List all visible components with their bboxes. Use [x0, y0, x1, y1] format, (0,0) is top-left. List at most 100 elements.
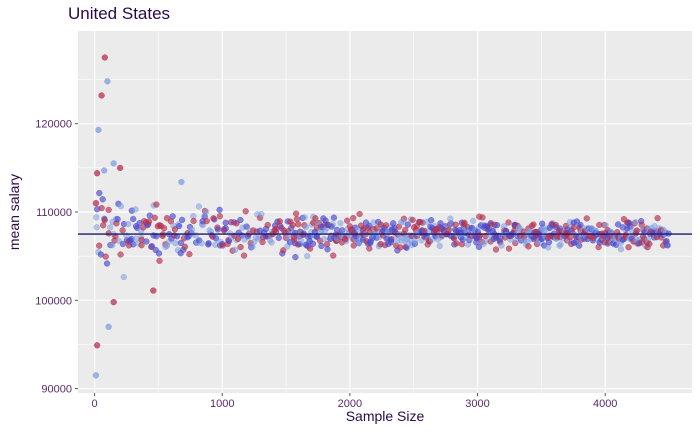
- data-point: [318, 242, 325, 250]
- data-point: [264, 221, 271, 229]
- data-point: [169, 213, 176, 220]
- data-point: [452, 221, 459, 228]
- data-point: [216, 213, 224, 220]
- major-grid: [78, 31, 692, 393]
- data-point: [107, 224, 114, 231]
- data-point: [195, 203, 203, 210]
- y-tick-label: 90000: [41, 384, 72, 396]
- data-point: [96, 242, 103, 249]
- data-point: [302, 224, 310, 231]
- x-tick-label: 1000: [210, 398, 234, 410]
- data-point: [428, 217, 435, 224]
- data-point: [178, 178, 185, 186]
- data-point: [203, 217, 210, 225]
- data-point: [258, 210, 265, 218]
- data-point: [95, 126, 102, 134]
- data-point: [93, 342, 101, 349]
- data-point: [330, 252, 337, 259]
- data-point: [493, 221, 501, 229]
- data-point: [330, 214, 338, 221]
- data-point: [96, 189, 103, 197]
- data-point: [397, 244, 404, 251]
- data-point: [101, 217, 108, 224]
- data-point: [292, 253, 299, 261]
- data-point: [92, 200, 100, 207]
- data-point: [530, 221, 537, 228]
- data-point: [110, 298, 117, 306]
- data-point: [280, 247, 287, 254]
- data-point: [99, 196, 106, 203]
- data-point: [295, 221, 302, 228]
- data-point: [178, 216, 186, 224]
- data-point: [98, 92, 105, 99]
- data-point: [210, 215, 217, 222]
- data-point: [453, 240, 460, 247]
- data-point: [117, 203, 125, 210]
- data-point: [552, 221, 559, 229]
- data-point: [275, 234, 282, 242]
- data-point: [190, 217, 197, 225]
- data-point: [242, 208, 249, 215]
- data-point: [172, 240, 179, 247]
- x-tick-label: 2000: [338, 398, 362, 410]
- y-axis: 90000 100000 110000 120000: [35, 119, 78, 396]
- data-point: [181, 243, 189, 250]
- data-point: [212, 235, 220, 242]
- x-tick-label: 0: [92, 398, 98, 410]
- data-point: [366, 222, 373, 229]
- data-point: [93, 214, 100, 221]
- data-point: [304, 252, 311, 260]
- data-point: [222, 219, 229, 226]
- data-point: [214, 226, 222, 233]
- data-point: [301, 214, 308, 221]
- data-point: [153, 201, 160, 208]
- data-point: [101, 54, 108, 61]
- data-point: [545, 244, 552, 251]
- data-point: [150, 287, 157, 294]
- data-point: [116, 164, 124, 172]
- data-point: [292, 210, 300, 217]
- data-point: [409, 216, 416, 224]
- data-point: [328, 223, 335, 230]
- data-point: [664, 242, 671, 249]
- data-point: [231, 246, 239, 254]
- data-point: [143, 238, 150, 245]
- data-point: [291, 236, 298, 243]
- data-point: [192, 232, 199, 239]
- data-point: [617, 246, 625, 253]
- data-point: [175, 222, 183, 230]
- data-point: [492, 246, 500, 253]
- data-point: [186, 251, 193, 258]
- data-point: [646, 240, 653, 247]
- data-point: [156, 257, 163, 264]
- data-points: [92, 54, 672, 379]
- data-point: [383, 222, 390, 229]
- data-point: [138, 242, 145, 249]
- data-point: [402, 226, 409, 234]
- data-point: [114, 216, 121, 223]
- data-point: [151, 214, 158, 221]
- data-point: [356, 210, 363, 218]
- data-point: [115, 237, 122, 244]
- data-point: [145, 218, 153, 225]
- data-point: [160, 225, 168, 232]
- data-point: [177, 239, 184, 247]
- data-point: [148, 243, 155, 250]
- y-tick-label: 110000: [36, 207, 72, 219]
- x-axis-title: Sample Size: [346, 408, 425, 424]
- data-point: [93, 224, 100, 231]
- data-point: [633, 227, 641, 234]
- data-point: [404, 221, 412, 228]
- data-point: [98, 204, 105, 212]
- data-point: [476, 232, 483, 239]
- data-point: [205, 241, 212, 248]
- data-point: [350, 214, 357, 222]
- data-point: [576, 242, 583, 249]
- data-point: [366, 245, 373, 252]
- data-point: [312, 215, 319, 222]
- data-point: [105, 323, 112, 330]
- data-point: [104, 78, 111, 85]
- data-point: [93, 170, 101, 177]
- data-point: [654, 215, 661, 222]
